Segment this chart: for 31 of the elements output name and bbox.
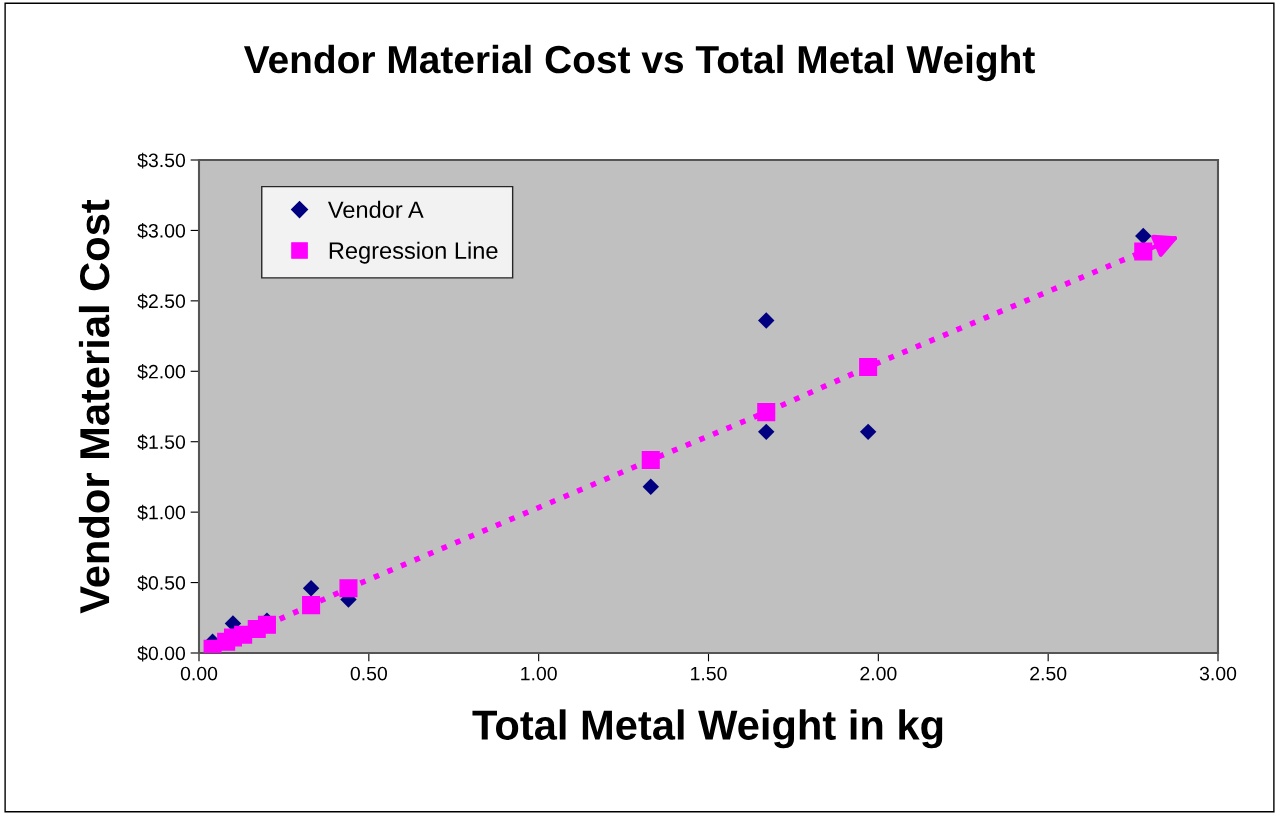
point: [302, 596, 321, 615]
x-tick-label: 1.00: [521, 666, 557, 681]
y-tick-label: $3.00: [137, 223, 186, 239]
point: [641, 450, 660, 470]
x-tick-label: 2.00: [860, 666, 897, 681]
legend-label: Regression Line: [329, 241, 498, 264]
x-tick-label: 2.50: [1030, 666, 1067, 681]
point: [758, 312, 775, 329]
y-tick-label: $0.00: [137, 645, 186, 662]
x-tick-label: 3.00: [1199, 666, 1237, 681]
point: [859, 423, 877, 441]
y-tick-label: $1.00: [137, 504, 186, 521]
x-axis-title: Total Metal Weight in kg: [472, 709, 943, 749]
point: [339, 579, 358, 598]
y-tick-label: $0.50: [137, 575, 186, 591]
point: [758, 423, 775, 441]
x-tick-label: 1.50: [691, 666, 727, 681]
y-tick-label: $2.50: [137, 293, 186, 310]
point: [757, 403, 776, 422]
y-tick-label: $2.00: [137, 363, 186, 380]
y-tick-label: $1.50: [137, 434, 186, 451]
point: [302, 579, 320, 597]
point: [859, 358, 878, 377]
x-tick-label: 0.00: [180, 666, 218, 681]
x-tick-label: 0.50: [350, 666, 387, 681]
point: [1135, 227, 1152, 245]
y-tick-label: $3.50: [137, 152, 186, 169]
point: [642, 478, 659, 496]
legend-label: Vendor A: [327, 200, 424, 219]
y-axis-title: Vendor Material Cost: [78, 199, 110, 614]
chart-title: Vendor Material Cost vs Total Metal Weight: [243, 44, 1035, 82]
